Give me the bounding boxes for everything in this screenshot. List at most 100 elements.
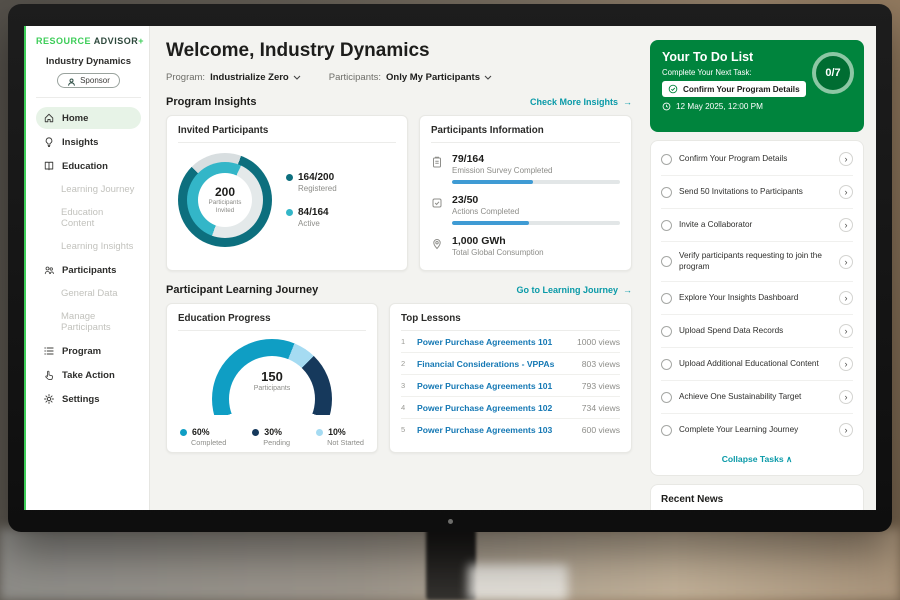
education-gauge-chart: 150 Participants: [212, 339, 332, 415]
sidebar-item-label: Insights: [62, 136, 99, 148]
stat-value: 23/50: [452, 194, 479, 206]
legend-item-registered: 164/200 Registered: [286, 172, 337, 193]
page-title: Welcome, Industry Dynamics: [166, 40, 430, 61]
lesson-row: 1 Power Purchase Agreements 101 1000 vie…: [401, 331, 620, 353]
task-checkbox[interactable]: [661, 358, 672, 370]
org-name: Industry Dynamics: [46, 56, 131, 67]
task-checkbox[interactable]: [661, 153, 672, 165]
todo-panel: Your To Do List Complete Your Next Task:…: [646, 26, 876, 510]
collapse-tasks-link[interactable]: Collapse Tasks ∧: [661, 446, 853, 473]
stat-value: 79/164: [452, 153, 485, 165]
task-row[interactable]: Verify participants requesting to join t…: [661, 242, 853, 283]
task-row[interactable]: Send 50 Invitations to Participants ›: [661, 176, 853, 209]
task-row[interactable]: Achieve One Sustainability Target ›: [661, 381, 853, 415]
task-label: Invite a Collaborator: [679, 219, 753, 229]
lesson-link[interactable]: Power Purchase Agreements 101: [417, 380, 553, 391]
chevron-right-icon[interactable]: ›: [839, 185, 853, 199]
progress-bar: [452, 221, 620, 225]
sidebar-item-learning-insights[interactable]: Learning Insights: [61, 241, 134, 252]
chevron-right-icon[interactable]: ›: [839, 291, 853, 306]
task-row[interactable]: Upload Spend Data Records ›: [661, 315, 853, 349]
lesson-rank: 2: [401, 359, 406, 368]
sidebar-item-settings[interactable]: Settings: [36, 388, 141, 410]
logo-advisor: ADVISOR: [93, 36, 139, 46]
todo-subtitle: Complete Your Next Task:: [662, 68, 752, 77]
org-block: Industry Dynamics Sponsor: [36, 56, 141, 98]
sidebar-item-label: Home: [62, 112, 89, 124]
lesson-link[interactable]: Power Purchase Agreements 102: [417, 402, 553, 413]
task-label: Explore Your Insights Dashboard: [679, 292, 799, 302]
sidebar-item-participants[interactable]: Participants: [36, 259, 141, 281]
sidebar-item-take-action[interactable]: Take Action: [36, 364, 141, 386]
filters-row: Program: Industrialize Zero Participants…: [166, 72, 632, 83]
go-to-learning-journey-link[interactable]: Go to Learning Journey →: [516, 285, 632, 295]
app-logo: RESOURCE ADVISOR+: [36, 36, 143, 46]
lesson-rank: 1: [401, 337, 406, 346]
task-checkbox[interactable]: [661, 424, 672, 436]
task-row[interactable]: Upload Additional Educational Content ›: [661, 348, 853, 382]
lesson-link[interactable]: Power Purchase Agreements 101: [417, 336, 553, 347]
sidebar-item-manage-participants[interactable]: Manage Participants: [61, 311, 111, 333]
lesson-link[interactable]: Financial Considerations - VPPAs: [417, 358, 555, 369]
chevron-right-icon[interactable]: ›: [839, 324, 853, 339]
insights-card-row: Invited Participants 200 Participants In…: [166, 115, 632, 271]
legend-value: 30%: [264, 427, 282, 437]
task-checkbox[interactable]: [661, 186, 672, 198]
task-checkbox[interactable]: [661, 391, 672, 403]
monitor-power-dot: [448, 519, 453, 524]
chevron-right-icon[interactable]: ›: [839, 254, 853, 269]
sidebar-item-label: Settings: [62, 393, 100, 405]
card-title: Education Progress: [178, 313, 366, 331]
task-row[interactable]: Complete Your Learning Journey ›: [661, 414, 853, 446]
sidebar-item-general-data[interactable]: General Data: [61, 288, 118, 299]
legend-item-not-started: 10% Not Started: [316, 427, 364, 447]
todo-summary-card: Your To Do List Complete Your Next Task:…: [650, 40, 864, 132]
task-row[interactable]: Invite a Collaborator ›: [661, 209, 853, 242]
chevron-right-icon[interactable]: ›: [839, 152, 853, 166]
book-icon: [43, 160, 55, 172]
chevron-right-icon[interactable]: ›: [839, 390, 853, 405]
next-task-time: 12 May 2025, 12:00 PM: [662, 102, 852, 111]
check-more-insights-link[interactable]: Check More Insights →: [530, 97, 632, 107]
task-row[interactable]: Explore Your Insights Dashboard ›: [661, 282, 853, 316]
sidebar-item-label: Education: [62, 160, 108, 172]
sidebar-item-learning-journey[interactable]: Learning Journey: [61, 184, 135, 195]
gauge-center-label: Participants: [253, 385, 291, 392]
chevron-down-icon: [293, 75, 301, 80]
sidebar-item-home[interactable]: Home: [36, 107, 141, 129]
participants-dropdown[interactable]: Participants: Only My Participants: [329, 72, 492, 83]
task-row[interactable]: Confirm Your Program Details ›: [661, 143, 853, 176]
stat-global-consumption: 1,000 GWh Total Global Consumption: [431, 235, 620, 257]
recent-news-title: Recent News: [661, 494, 724, 506]
legend-label: Completed: [191, 438, 227, 447]
sidebar-item-label: Take Action: [62, 369, 115, 381]
program-dropdown[interactable]: Program: Industrialize Zero: [166, 72, 301, 83]
task-checkbox[interactable]: [661, 219, 672, 231]
chevron-right-icon[interactable]: ›: [839, 357, 853, 372]
next-task-label: Confirm Your Program Details: [683, 84, 800, 94]
sidebar-item-education-content[interactable]: Education Content: [61, 207, 104, 229]
section-title: Program Insights: [166, 96, 257, 108]
sidebar-item-insights[interactable]: Insights: [36, 131, 141, 153]
task-label: Upload Spend Data Records: [679, 325, 784, 335]
sidebar-item-program[interactable]: Program: [36, 340, 141, 362]
next-task-pill[interactable]: Confirm Your Program Details: [662, 81, 806, 97]
task-checkbox[interactable]: [661, 256, 672, 268]
lesson-link[interactable]: Power Purchase Agreements 103: [417, 424, 553, 435]
chevron-up-icon: ∧: [786, 454, 793, 465]
sidebar-nav: Home Insights Education Learning Journey…: [36, 107, 141, 412]
task-checkbox[interactable]: [661, 325, 672, 337]
card-title: Invited Participants: [178, 125, 396, 143]
lesson-row: 5 Power Purchase Agreements 103 600 view…: [401, 419, 620, 440]
next-task-time-label: 12 May 2025, 12:00 PM: [676, 102, 763, 111]
chevron-right-icon[interactable]: ›: [839, 423, 853, 438]
progress-bar: [452, 180, 620, 184]
top-lessons-card: Top Lessons 1 Power Purchase Agreements …: [389, 303, 632, 453]
sidebar-item-education[interactable]: Education: [36, 155, 141, 177]
chevron-right-icon[interactable]: ›: [839, 218, 853, 232]
lesson-views: 734 views: [581, 402, 620, 413]
donut-legend: 164/200 Registered 84/164 Active: [286, 172, 337, 228]
lesson-views: 803 views: [581, 358, 620, 369]
lesson-views: 1000 views: [577, 336, 620, 347]
task-checkbox[interactable]: [661, 292, 672, 304]
